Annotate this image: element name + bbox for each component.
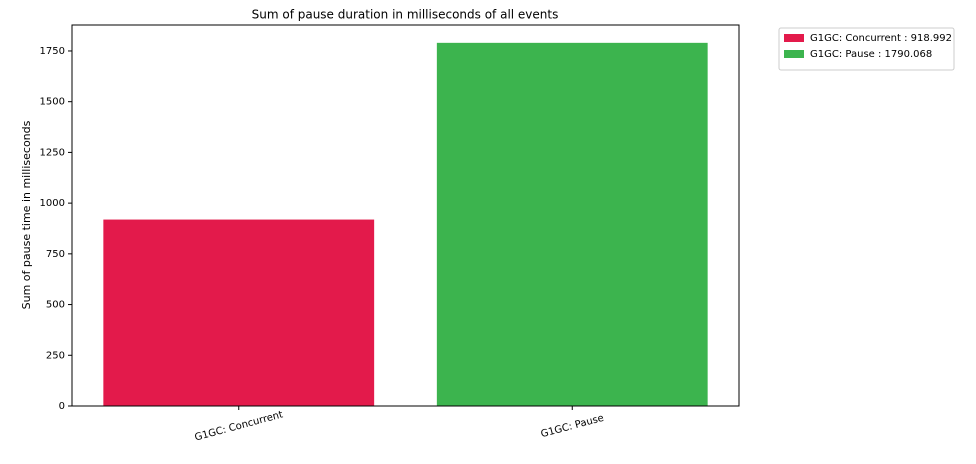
y-tick-label: 0: [59, 401, 65, 412]
bar: [436, 42, 708, 407]
y-tick-label: 250: [46, 350, 65, 361]
legend-box: [778, 27, 955, 71]
legend-swatch: [784, 50, 804, 58]
y-tick-label: 750: [46, 249, 65, 260]
legend-swatch: [784, 34, 804, 42]
legend-label: G1GC: Concurrent : 918.992: [810, 33, 952, 44]
y-tick-label: 500: [46, 300, 65, 311]
y-tick-label: 1500: [40, 97, 65, 108]
legend-label: G1GC: Pause : 1790.068: [810, 49, 932, 60]
chart-title: Sum of pause duration in milliseconds of…: [252, 8, 559, 22]
y-tick-label: 1250: [40, 147, 65, 158]
plot-frame: [71, 24, 740, 407]
y-axis-label: Sum of pause time in milliseconds: [20, 120, 33, 309]
x-tick-label: G1GC: Pause: [540, 413, 605, 440]
y-tick-label: 1000: [40, 198, 65, 209]
x-tick-label: G1GC: Concurrent: [194, 409, 285, 443]
y-tick-label: 1750: [40, 46, 65, 57]
bar: [103, 219, 375, 406]
